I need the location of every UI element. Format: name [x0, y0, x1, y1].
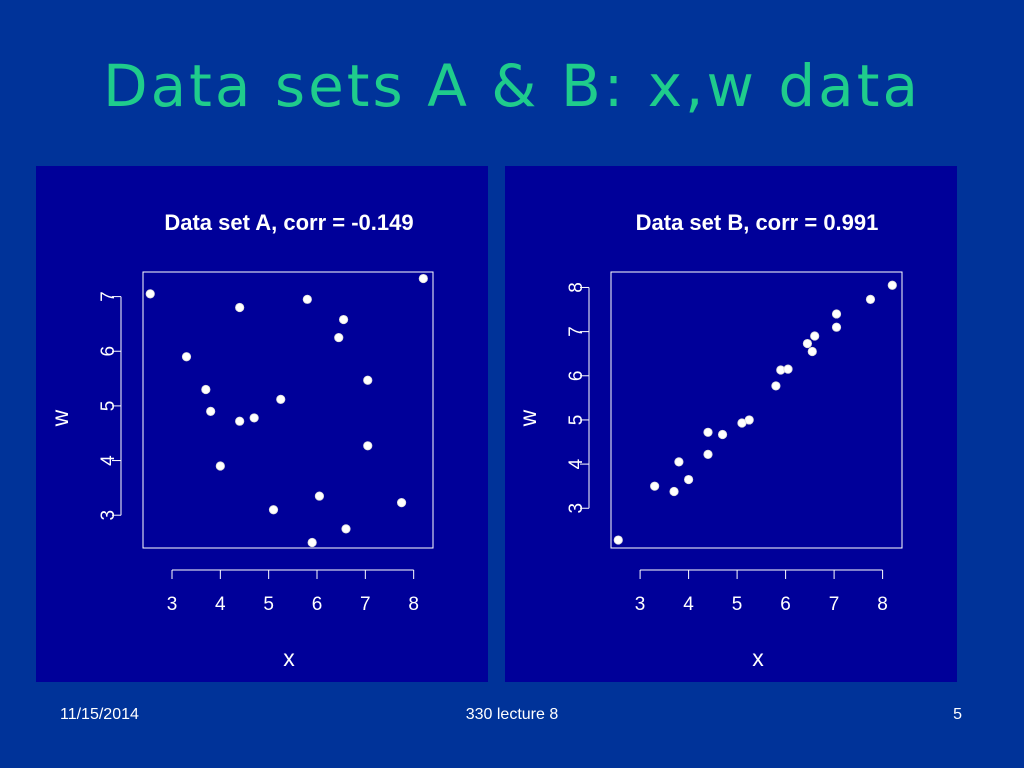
- x-tick-label: 6: [312, 594, 323, 615]
- footer-page-number: 5: [953, 706, 962, 723]
- data-point: [810, 331, 820, 341]
- data-point: [338, 314, 349, 325]
- data-point: [235, 302, 245, 313]
- scatter-plot-b: Data set B, corr = 0.991 3 4 5 6 7 8 x 3 4 5 6 7 8 w: [515, 210, 903, 671]
- data-point: [418, 273, 428, 284]
- data-point: [249, 413, 259, 423]
- data-point: [865, 294, 876, 304]
- data-point: [181, 352, 192, 362]
- y-tick-label: 6: [566, 370, 587, 381]
- scatter-plot-a: Data set A, corr = -0.149 3 4 5 6 7 8 x 3 4 5 6 7 w: [47, 210, 434, 671]
- plot-frame: [142, 271, 434, 549]
- x-tick-label: 8: [408, 594, 419, 615]
- data-point: [831, 309, 842, 319]
- y-tick-label: 7: [566, 326, 587, 337]
- data-point: [145, 289, 155, 299]
- footer-lecture: 330 lecture 8: [465, 706, 559, 723]
- chart-title: Data set B, corr = 0.991: [636, 210, 879, 235]
- data-point: [684, 474, 694, 485]
- x-tick-label: 7: [829, 594, 840, 615]
- y-axis-label: w: [515, 409, 541, 427]
- footer-date: 11/15/2014: [60, 706, 139, 723]
- data-point: [674, 457, 684, 467]
- data-point: [276, 394, 286, 404]
- data-point: [215, 461, 225, 471]
- x-tick-label: 8: [877, 594, 888, 615]
- y-tick-label: 3: [566, 503, 587, 514]
- plot-frame: [610, 271, 903, 549]
- data-point: [831, 322, 842, 332]
- data-point: [334, 332, 344, 343]
- y-tick-label: 7: [98, 291, 119, 302]
- chart-title: Data set A, corr = -0.149: [164, 210, 413, 235]
- data-point: [717, 429, 728, 440]
- x-tick-label: 7: [360, 594, 371, 615]
- data-point: [744, 415, 754, 425]
- data-point: [201, 384, 211, 395]
- chart-panel-a: Data set A, corr = -0.149 3 4 5 6 7 8 x 3 4 5 6 7 w: [36, 166, 488, 682]
- chart-panel-b: Data set B, corr = 0.991 3 4 5 6 7 8 x 3 4 5 6 7 8 w: [505, 166, 957, 682]
- slide-title: Data sets A & B: x,w data: [102, 52, 922, 120]
- data-point: [807, 346, 817, 357]
- x-tick-label: 3: [635, 594, 646, 615]
- data-point: [887, 280, 897, 290]
- data-point: [703, 449, 713, 459]
- x-tick-label: 5: [263, 594, 274, 615]
- data-point: [307, 537, 317, 548]
- data-point: [771, 381, 781, 391]
- y-tick-label: 3: [98, 510, 119, 521]
- data-point: [302, 294, 312, 304]
- y-tick-label: 6: [98, 346, 119, 357]
- y-tick-label: 5: [98, 401, 119, 412]
- data-point: [669, 486, 679, 497]
- x-tick-label: 4: [215, 594, 226, 615]
- x-tick-label: 4: [683, 594, 694, 615]
- y-tick-label: 4: [98, 455, 119, 466]
- data-point: [206, 406, 216, 416]
- data-point: [268, 505, 279, 515]
- data-point: [363, 441, 373, 451]
- data-point: [396, 498, 407, 508]
- y-axis-label: w: [47, 409, 73, 427]
- y-tick-label: 4: [566, 458, 587, 469]
- x-tick-label: 6: [780, 594, 791, 615]
- data-point: [363, 375, 373, 385]
- y-tick-label: 5: [566, 415, 587, 426]
- data-point: [314, 491, 325, 501]
- y-tick-label: 8: [566, 282, 587, 293]
- x-tick-label: 3: [167, 594, 178, 615]
- data-point: [703, 427, 713, 437]
- x-axis-label: x: [752, 645, 764, 671]
- x-tick-label: 5: [732, 594, 743, 615]
- x-axis-label: x: [283, 645, 295, 671]
- data-point: [235, 416, 245, 426]
- data-point: [613, 535, 623, 545]
- data-point: [783, 364, 793, 374]
- data-point: [341, 524, 351, 534]
- data-point: [650, 481, 660, 491]
- data-point: [802, 338, 813, 349]
